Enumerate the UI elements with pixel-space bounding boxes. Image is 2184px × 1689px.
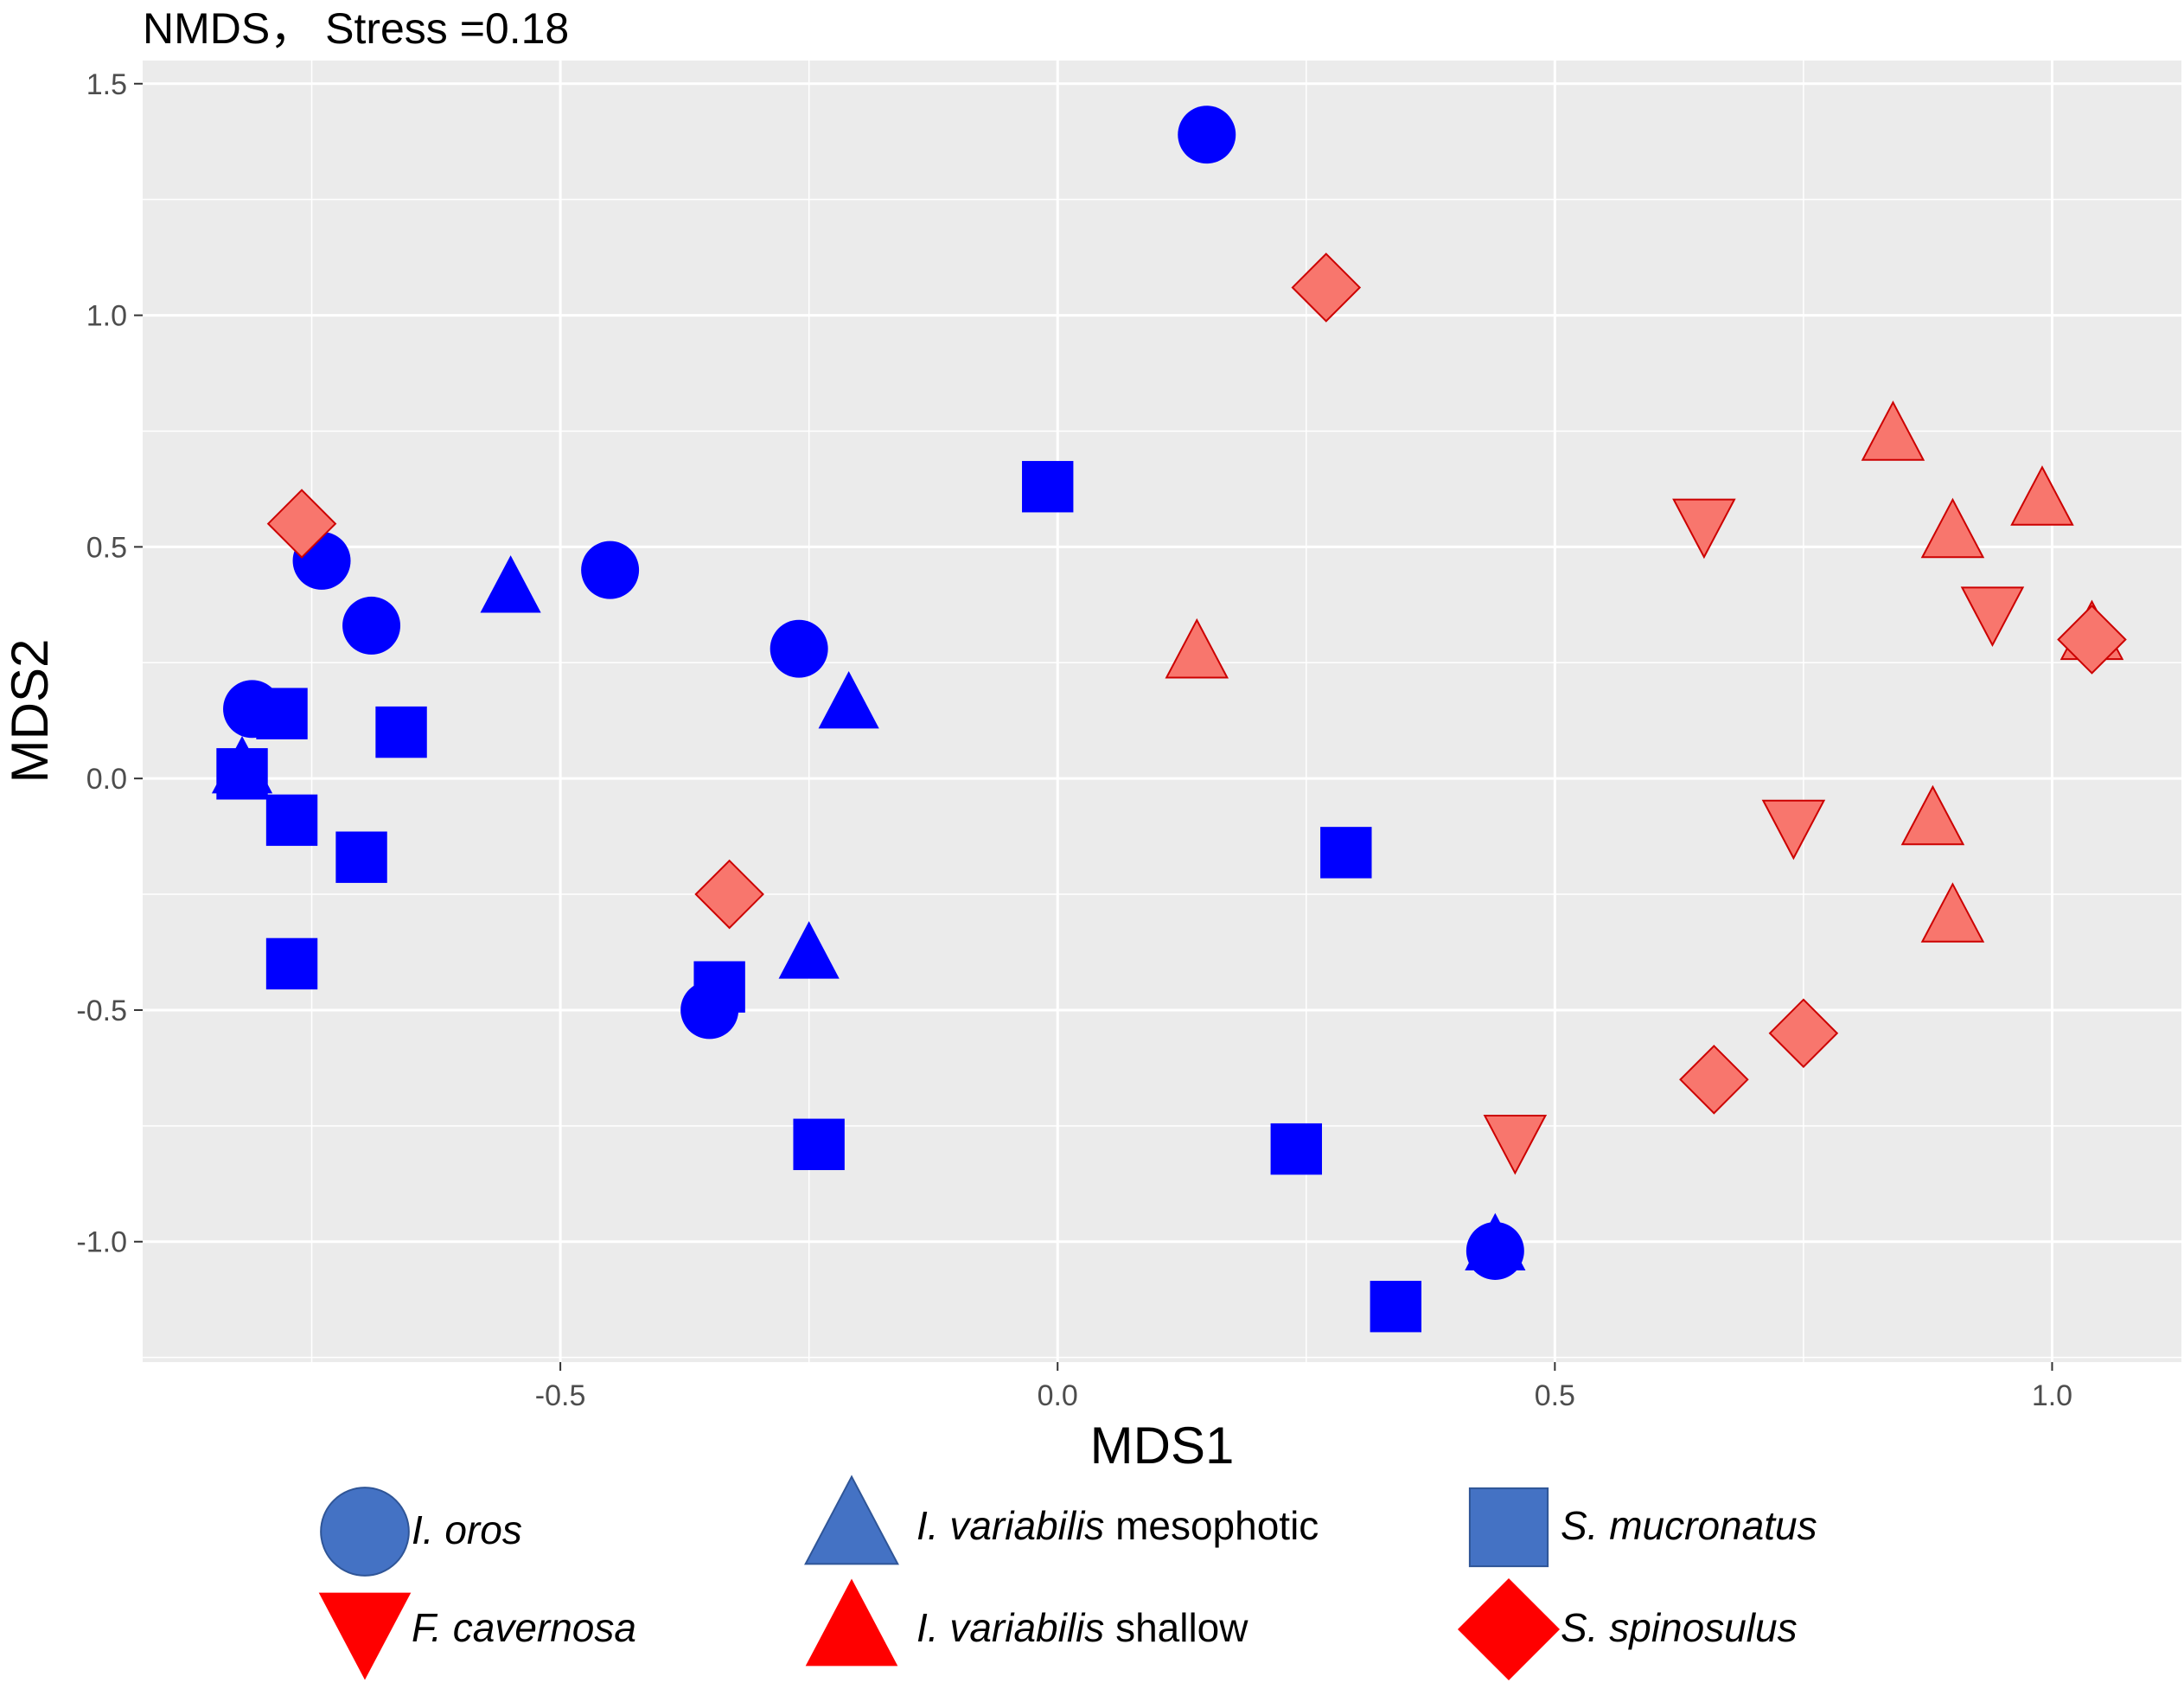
point-i-variabilis-shallow: [1861, 400, 1925, 461]
series-s-spinosulus: [266, 253, 2127, 1115]
series-s-mucronatus: [216, 461, 1422, 1333]
point-i-variabilis-shallow: [1900, 784, 1965, 846]
y-tick-label: -1.0: [76, 1226, 127, 1259]
point-s-mucronatus: [1320, 827, 1372, 879]
series-f-cavernosa: [1483, 498, 2025, 1175]
legend-label-italic: F. cavernosa: [412, 1605, 636, 1650]
legend-key-s-mucronatus: [1468, 1487, 1549, 1568]
point-f-cavernosa: [1960, 586, 2025, 647]
point-s-mucronatus: [335, 831, 387, 883]
x-axis-title: MDS1: [1090, 1417, 1235, 1475]
point-i-variabilis-shallow: [1920, 497, 1985, 559]
legend-label-s-spinosulus: S. spinosulus: [1561, 1605, 1798, 1650]
point-i-oros: [342, 596, 401, 655]
plot-panel: [143, 61, 2181, 1362]
data-points: [211, 106, 2127, 1333]
legend-label-italic: I. variabilis: [916, 1503, 1104, 1548]
legend-label-italic: S. spinosulus: [1561, 1605, 1798, 1650]
point-f-cavernosa: [1761, 799, 1826, 860]
legend-key-f-cavernosa: [318, 1592, 412, 1680]
point-s-mucronatus: [1370, 1281, 1422, 1333]
legend-item-i-variabilis-mesophotic: I. variabilis mesophotic: [804, 1475, 1319, 1565]
point-i-variabilis-mesophotic: [818, 670, 879, 729]
legend-item-i-oros: I. oros: [320, 1487, 522, 1577]
point-i-variabilis-shallow: [1920, 882, 1985, 943]
point-i-oros: [770, 619, 828, 678]
point-s-spinosulus: [266, 489, 337, 559]
legend-label-i-variabilis-shallow: I. variabilis shallow: [916, 1605, 1248, 1650]
point-s-mucronatus: [265, 794, 318, 847]
legend-item-f-cavernosa: F. cavernosa: [318, 1592, 636, 1680]
legend-key-i-variabilis-shallow: [805, 1578, 898, 1667]
legend-label-plain: shallow: [1104, 1605, 1248, 1650]
y-tick-labels: -1.0 -0.5 0.0 0.5 1.0 1.5: [76, 68, 127, 1259]
legend-label-italic: S. mucronatus: [1561, 1503, 1817, 1548]
legend-key-i-oros: [320, 1487, 410, 1577]
point-i-oros: [581, 541, 640, 599]
axis-ticks: [134, 82, 2053, 1371]
legend-item-i-variabilis-shallow: I. variabilis shallow: [805, 1578, 1248, 1667]
y-tick-label: -0.5: [76, 995, 127, 1027]
point-i-variabilis-mesophotic: [778, 921, 840, 979]
point-i-variabilis-mesophotic: [1465, 1212, 1526, 1271]
legend-label-plain: mesophotic: [1104, 1503, 1319, 1548]
x-tick-labels: -0.5 0.0 0.5 1.0: [535, 1379, 2072, 1412]
point-s-spinosulus: [1291, 253, 1362, 323]
point-s-spinosulus: [694, 859, 764, 930]
y-tick-label: 1.0: [86, 300, 127, 333]
point-i-variabilis-mesophotic: [480, 555, 541, 613]
point-i-variabilis-shallow: [2010, 465, 2074, 526]
point-s-mucronatus: [265, 937, 318, 990]
legend-label-s-mucronatus: S. mucronatus: [1561, 1503, 1817, 1548]
grid-major-lines: [143, 61, 2181, 1362]
point-s-mucronatus: [693, 961, 745, 1013]
point-s-spinosulus: [2057, 605, 2127, 675]
x-tick-label: 0.5: [1535, 1379, 1575, 1412]
legend-label-f-cavernosa: F. cavernosa: [412, 1605, 636, 1650]
point-f-cavernosa: [1483, 1114, 1548, 1175]
point-s-mucronatus: [375, 706, 427, 758]
point-s-spinosulus: [1768, 998, 1839, 1069]
point-s-mucronatus: [1270, 1123, 1322, 1175]
legend: I. oros I. variabilis mesophotic S. mucron…: [318, 1475, 1817, 1681]
point-i-oros: [1178, 106, 1236, 164]
y-tick-label: 0.0: [86, 763, 127, 796]
legend-key-i-variabilis-mesophotic: [804, 1475, 899, 1565]
legend-item-s-mucronatus: S. mucronatus: [1468, 1487, 1817, 1568]
y-tick-label: 0.5: [86, 531, 127, 564]
point-s-spinosulus: [1679, 1044, 1749, 1115]
legend-label-i-variabilis-mesophotic: I. variabilis mesophotic: [916, 1503, 1319, 1548]
point-s-mucronatus: [793, 1118, 845, 1170]
legend-key-s-spinosulus: [1457, 1577, 1561, 1681]
x-tick-label: 0.0: [1038, 1379, 1078, 1412]
point-i-variabilis-shallow: [1165, 617, 1229, 679]
legend-label-italic: I. oros: [412, 1507, 522, 1552]
y-axis-title: MDS2: [1, 639, 59, 784]
legend-item-s-spinosulus: S. spinosulus: [1457, 1577, 1798, 1681]
point-s-mucronatus: [1022, 461, 1074, 513]
point-s-mucronatus: [216, 748, 268, 800]
x-tick-label: -0.5: [535, 1379, 586, 1412]
chart-title: NMDS， Stress =0.18: [143, 4, 569, 53]
legend-label-italic: I. variabilis: [916, 1605, 1104, 1650]
legend-label-i-oros: I. oros: [412, 1507, 522, 1552]
point-s-mucronatus: [256, 688, 308, 739]
y-tick-label: 1.5: [86, 68, 127, 101]
x-tick-label: 1.0: [2032, 1379, 2072, 1412]
point-f-cavernosa: [1672, 498, 1736, 560]
